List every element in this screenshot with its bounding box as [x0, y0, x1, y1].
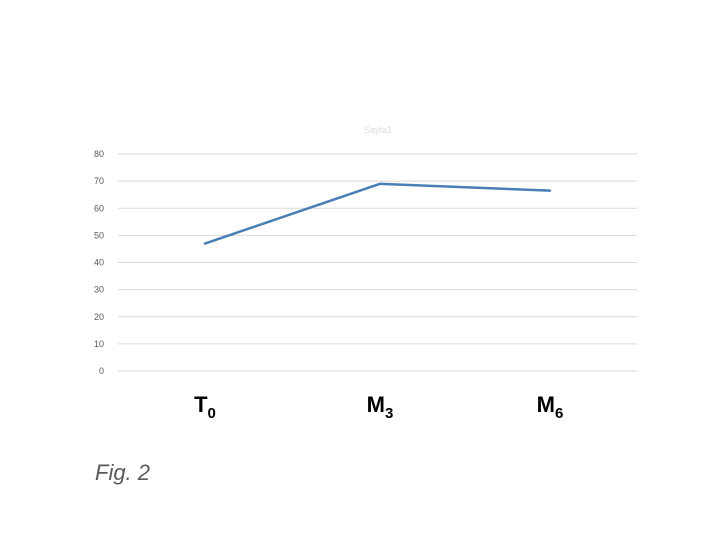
figure-caption: Fig. 2 [95, 460, 150, 486]
chart-title: Sayfa1 [364, 125, 392, 135]
x-category-label: T0 [194, 392, 216, 422]
x-category-subscript: 6 [555, 405, 563, 422]
y-tick-label: 50 [94, 230, 104, 240]
y-tick-label: 10 [94, 339, 104, 349]
x-category-label: M3 [367, 392, 394, 422]
y-tick-label: 40 [94, 258, 104, 268]
x-axis-categories: T0 M3 M6 [194, 392, 563, 422]
y-tick-label: 20 [94, 312, 104, 322]
y-tick-label: 70 [94, 176, 104, 186]
y-tick-label: 0 [99, 366, 104, 376]
x-category-subscript: 3 [385, 405, 393, 422]
series-line-0 [205, 184, 550, 244]
y-tick-label: 30 [94, 285, 104, 295]
x-category-subscript: 0 [208, 405, 216, 422]
x-category-main: M [537, 392, 555, 417]
series-lines [205, 184, 550, 244]
x-category-main: T [194, 392, 208, 417]
y-tick-label: 60 [94, 203, 104, 213]
y-tick-label: 80 [94, 149, 104, 159]
x-category-main: M [367, 392, 385, 417]
y-axis-ticks: 0 10 20 30 40 50 60 70 80 [94, 149, 104, 376]
gridlines [118, 154, 637, 371]
x-category-label: M6 [537, 392, 564, 422]
